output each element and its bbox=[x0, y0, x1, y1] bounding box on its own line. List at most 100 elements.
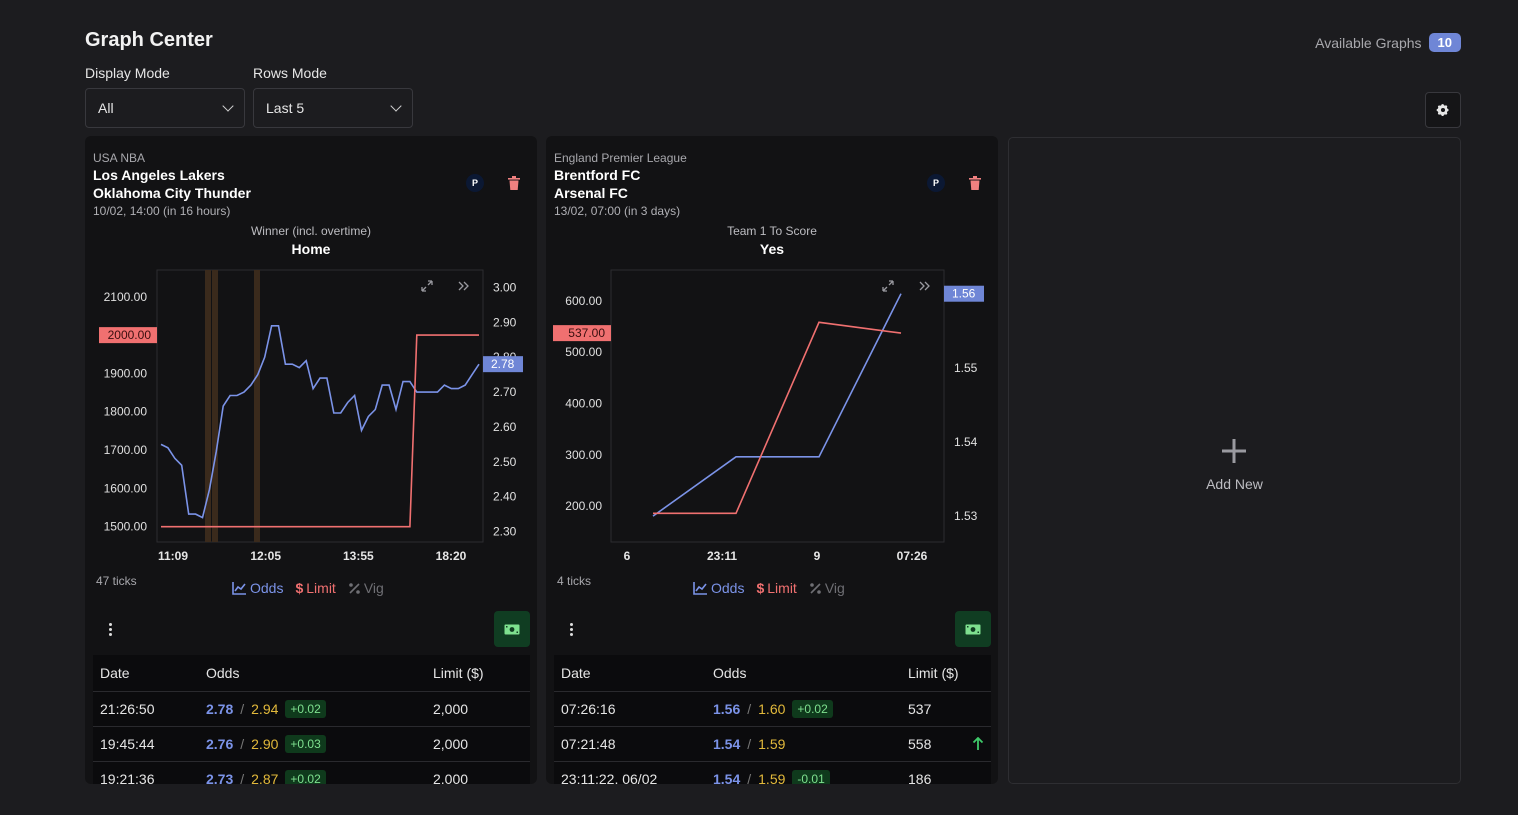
right-axis-tick: 3.00 bbox=[493, 280, 517, 294]
legend-odds[interactable]: Odds bbox=[232, 580, 283, 596]
trash-icon[interactable] bbox=[508, 176, 520, 190]
double-chevron-right-icon[interactable] bbox=[919, 281, 930, 291]
bookmaker-icon[interactable]: P bbox=[466, 174, 484, 192]
display-mode-select[interactable]: All bbox=[85, 88, 245, 128]
rows-mode-select[interactable]: Last 5 bbox=[253, 88, 413, 128]
event-time: 10/02, 14:00 (in 16 hours) bbox=[93, 204, 231, 218]
table-row[interactable]: 19:45:44 2.76 / 2.90 +0.03 2,000 bbox=[93, 726, 530, 761]
right-axis-tick: 1.55 bbox=[954, 361, 978, 375]
odds-chart[interactable]: 600.00 500.00 400.00 300.00 200.00 537.00 1.56… bbox=[546, 266, 998, 566]
legend-limit[interactable]: $ Limit bbox=[756, 580, 796, 596]
x-axis-tick: 13:55 bbox=[343, 549, 374, 563]
legend-vig[interactable]: Vig bbox=[348, 580, 384, 596]
settings-button[interactable] bbox=[1425, 92, 1461, 128]
row-date: 19:21:36 bbox=[100, 771, 155, 784]
add-new-card[interactable]: Add New bbox=[1008, 137, 1461, 784]
row-limit: 558 bbox=[908, 736, 932, 752]
table-row[interactable]: 23:11:22, 06/02 1.54 / 1.59 -0.01 186 bbox=[554, 761, 991, 784]
right-axis-tick: 2.50 bbox=[493, 455, 517, 469]
right-axis-tick: 1.54 bbox=[954, 435, 978, 449]
row-date: 21:26:50 bbox=[100, 701, 155, 717]
row-limit: 537 bbox=[908, 701, 932, 717]
row-date: 07:26:16 bbox=[561, 701, 616, 717]
row-delta: -0.01 bbox=[792, 770, 830, 784]
row-odds-alt: 2.87 bbox=[251, 771, 279, 784]
limit-current-label: 2000.00 bbox=[108, 328, 152, 342]
chart-legend: Odds $ Limit Vig bbox=[232, 580, 384, 596]
market-name: Team 1 To Score bbox=[727, 224, 817, 238]
row-date: 07:21:48 bbox=[561, 736, 616, 752]
trash-icon[interactable] bbox=[969, 176, 981, 190]
row-delta: +0.02 bbox=[792, 700, 833, 718]
legend-odds-label: Odds bbox=[711, 580, 745, 596]
table-row[interactable]: 07:21:48 1.54 / 1.59 558 bbox=[554, 726, 991, 761]
percent-icon bbox=[349, 582, 360, 594]
right-axis-tick: 2.60 bbox=[493, 420, 517, 434]
dollar-icon: $ bbox=[756, 580, 765, 596]
x-axis-tick: 9 bbox=[814, 549, 821, 563]
series-line-odds bbox=[652, 293, 902, 517]
legend-vig-label: Vig bbox=[363, 580, 384, 596]
limit-current-marker bbox=[553, 325, 611, 342]
league-name: USA NBA bbox=[93, 151, 146, 165]
ticks-count: 47 ticks bbox=[96, 574, 137, 588]
row-odds-alt: 1.59 bbox=[758, 771, 786, 784]
table-row[interactable]: 19:21:36 2.73 / 2.87 +0.02 2,000 bbox=[93, 761, 530, 784]
legend-odds[interactable]: Odds bbox=[693, 580, 744, 596]
right-axis-tick: 2.30 bbox=[493, 525, 517, 539]
row-delta: +0.02 bbox=[285, 700, 326, 718]
double-chevron-right-icon[interactable] bbox=[458, 281, 469, 291]
team1-name: Los Angeles Lakers bbox=[93, 167, 225, 183]
odds-current-label: 1.56 bbox=[952, 287, 976, 301]
legend-odds-label: Odds bbox=[250, 580, 284, 596]
row-odds: 2.76 bbox=[206, 736, 234, 752]
header-odds: Odds bbox=[206, 665, 240, 681]
row-odds: 1.56 bbox=[713, 701, 741, 717]
series-line-odds bbox=[160, 324, 480, 519]
left-axis-tick: 1700.00 bbox=[104, 443, 148, 457]
rows-mode-value: Last 5 bbox=[266, 100, 305, 116]
display-mode-value: All bbox=[98, 100, 114, 116]
money-icon bbox=[504, 624, 520, 634]
bookmaker-icon[interactable]: P bbox=[927, 174, 945, 192]
chart-line-icon bbox=[232, 582, 246, 595]
table-row[interactable]: 07:26:16 1.56 / 1.60 +0.02 537 bbox=[554, 691, 991, 726]
team2-name: Oklahoma City Thunder bbox=[93, 185, 251, 201]
row-limit: 2,000 bbox=[433, 701, 469, 717]
row-odds: 2.78 bbox=[206, 701, 234, 717]
table-row[interactable]: 21:26:50 2.78 / 2.94 +0.02 2,000 bbox=[93, 691, 530, 726]
chevron-down-icon bbox=[222, 100, 234, 112]
odds-chart[interactable]: 2100.00 1900.00 1800.00 1700.00 1600.00 1500.… bbox=[85, 266, 537, 566]
money-button[interactable] bbox=[955, 611, 991, 647]
legend-vig[interactable]: Vig bbox=[809, 580, 845, 596]
available-graphs-label: Available Graphs bbox=[1315, 34, 1422, 51]
plot-area bbox=[156, 269, 484, 543]
right-axis-tick: 2.70 bbox=[493, 385, 517, 399]
team2-name: Arsenal FC bbox=[554, 185, 628, 201]
legend-vig-label: Vig bbox=[824, 580, 845, 596]
expand-icon[interactable] bbox=[421, 280, 433, 292]
left-axis-tick: 500.00 bbox=[565, 345, 602, 359]
row-limit: 2,000 bbox=[433, 736, 469, 752]
legend-limit[interactable]: $ Limit bbox=[295, 580, 335, 596]
expand-icon[interactable] bbox=[882, 280, 894, 292]
x-axis-tick: 6 bbox=[624, 549, 631, 563]
market-name: Winner (incl. overtime) bbox=[250, 224, 372, 238]
league-name: England Premier League bbox=[554, 151, 687, 165]
arrow-up-icon bbox=[972, 737, 984, 750]
outcome-name: Home bbox=[291, 241, 331, 257]
team1-name: Brentford FC bbox=[554, 167, 641, 183]
more-menu-icon[interactable] bbox=[103, 620, 117, 638]
legend-limit-label: Limit bbox=[767, 580, 797, 596]
x-axis-tick: 11:09 bbox=[158, 549, 188, 563]
graph-card: England Premier League Brentford FC Arse… bbox=[546, 136, 998, 784]
left-axis-tick: 300.00 bbox=[565, 448, 602, 462]
row-date: 23:11:22, 06/02 bbox=[561, 771, 658, 784]
left-axis-tick: 1600.00 bbox=[104, 481, 148, 495]
more-menu-icon[interactable] bbox=[564, 620, 578, 638]
left-axis-tick: 2100.00 bbox=[104, 290, 148, 304]
money-button[interactable] bbox=[494, 611, 530, 647]
plus-icon bbox=[1222, 439, 1246, 463]
row-limit: 186 bbox=[908, 771, 932, 784]
limit-current-marker bbox=[99, 327, 157, 344]
